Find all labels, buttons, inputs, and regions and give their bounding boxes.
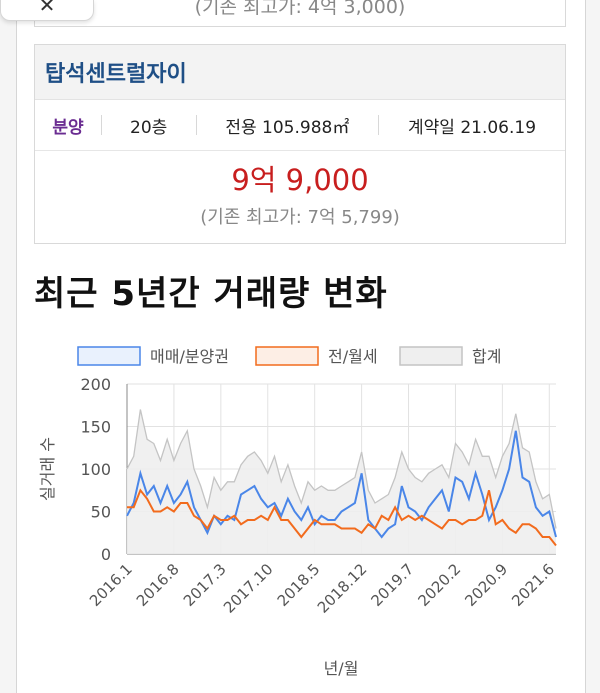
legend-swatch bbox=[399, 346, 463, 366]
y-tick-label: 200 bbox=[80, 375, 111, 394]
legend-label: 합계 bbox=[472, 347, 501, 366]
listing-header: 탑석센트럴자이 bbox=[35, 45, 565, 100]
listing-type: 분양 bbox=[52, 117, 84, 138]
listing-card[interactable]: 탑석센트럴자이 분양 20층 전용 105.988㎡ 계약일 21.06.19 … bbox=[34, 44, 566, 244]
listing-previous-max: (기존 최고가: 7억 5,799) bbox=[200, 207, 400, 228]
legend-label: 매매/분양권 bbox=[150, 347, 229, 366]
close-button[interactable]: ✕ bbox=[0, 0, 94, 21]
listing-price: 9억 9,000 bbox=[231, 163, 369, 197]
series-line-rent bbox=[127, 488, 557, 547]
series-area-total bbox=[127, 409, 556, 554]
x-tick-label: 2021.6 bbox=[508, 560, 558, 610]
y-tick-label: 50 bbox=[91, 503, 111, 522]
divider bbox=[378, 115, 380, 135]
previous-max-price: (기존 최고가: 4억 3,000) bbox=[194, 0, 406, 18]
listing-title: 탑석센트럴자이 bbox=[45, 62, 187, 87]
x-tick-label: 2018.12 bbox=[314, 560, 371, 617]
section-title: 최근 5년간 거래량 변화 bbox=[34, 274, 388, 314]
y-tick-label: 100 bbox=[80, 460, 111, 479]
y-tick-label: 150 bbox=[80, 418, 111, 437]
listing-contract-date: 계약일 21.06.19 bbox=[408, 117, 537, 138]
y-tick-label: 0 bbox=[101, 545, 111, 564]
y-axis-label: 실거래 수 bbox=[38, 437, 57, 501]
x-tick-label: 2016.8 bbox=[133, 560, 183, 610]
series-line-total bbox=[126, 409, 557, 529]
transaction-volume-chart: 0501001502002016.12016.82017.32017.10201… bbox=[38, 346, 558, 678]
previous-listing-card: (기존 최고가: 4억 3,000) bbox=[34, 0, 566, 27]
legend-swatch bbox=[255, 346, 319, 366]
legend-swatch bbox=[77, 346, 141, 366]
series-line-sale bbox=[126, 430, 557, 539]
listing-price-block: 9억 9,000 (기존 최고가: 7억 5,799) bbox=[35, 151, 565, 229]
x-tick-label: 2020.9 bbox=[461, 560, 511, 610]
x-tick-label: 2019.7 bbox=[368, 560, 418, 610]
legend-label: 전/월세 bbox=[328, 347, 378, 366]
divider bbox=[101, 115, 102, 135]
x-tick-label: 2016.1 bbox=[86, 560, 136, 610]
x-axis-label: 년/월 bbox=[324, 659, 359, 678]
divider bbox=[195, 115, 197, 135]
close-icon: ✕ bbox=[38, 0, 56, 17]
x-tick-label: 2020.2 bbox=[414, 560, 464, 610]
listing-floor: 20층 bbox=[130, 117, 168, 138]
listing-area: 전용 105.988㎡ bbox=[225, 117, 350, 138]
x-tick-label: 2017.10 bbox=[220, 560, 277, 617]
listing-info-row: 분양 20층 전용 105.988㎡ 계약일 21.06.19 bbox=[35, 100, 565, 151]
